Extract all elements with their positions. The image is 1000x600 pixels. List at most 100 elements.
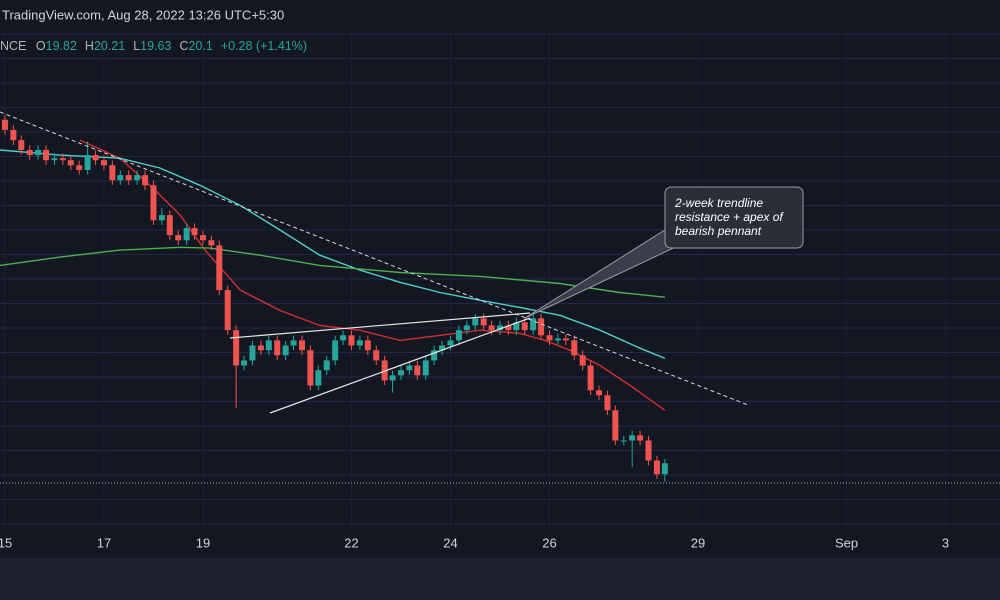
x-tick-label: Sep	[835, 535, 858, 550]
candle-body	[249, 345, 256, 361]
candle-body	[571, 340, 578, 356]
x-tick-label: 15	[0, 535, 12, 550]
x-tick-label: 3	[942, 535, 949, 550]
candle-body	[530, 318, 537, 331]
candle-body	[637, 435, 644, 441]
candle-body	[298, 340, 305, 351]
candle-body	[414, 365, 421, 376]
candle-body	[67, 160, 74, 166]
candle-body	[538, 318, 545, 336]
price-grid	[0, 30, 1000, 528]
candle-body	[224, 290, 231, 331]
downtrend-line	[0, 111, 749, 406]
candle-body	[431, 350, 438, 361]
legend-key: O	[36, 39, 46, 53]
candle-body	[406, 365, 413, 371]
candle-body	[142, 175, 149, 186]
candle-body	[208, 240, 215, 246]
candle-body	[282, 345, 289, 356]
candle-body	[521, 322, 528, 331]
candle-body	[554, 338, 561, 341]
moving-average	[0, 246, 665, 298]
candle-body	[1, 119, 8, 130]
candle-body	[92, 155, 99, 161]
pennant-lower	[269, 317, 531, 414]
candle-body	[51, 158, 58, 161]
candle-body	[645, 440, 652, 461]
candle-body	[505, 325, 512, 331]
x-tick-label: 26	[542, 535, 556, 550]
candle-body	[191, 228, 198, 236]
moving-average	[0, 149, 666, 360]
candle-body	[497, 325, 503, 331]
candle-body	[620, 440, 627, 442]
candle-body	[26, 149, 33, 156]
candle-body	[447, 340, 454, 346]
x-tick-label: 22	[344, 535, 358, 550]
candle-body	[100, 160, 107, 166]
candle-body	[18, 140, 25, 150]
candle-body	[463, 325, 470, 331]
x-axis: 15 17 19 22 24 26 29 Sep 3	[0, 535, 949, 550]
candle-body	[332, 340, 339, 361]
legend-value: 20.1	[188, 39, 212, 53]
candle-body	[183, 228, 190, 241]
annotation-text: 2-week trendline	[674, 196, 763, 210]
candle-body	[546, 335, 553, 341]
candle-body	[10, 129, 17, 141]
candle-body	[356, 340, 363, 346]
candle-body	[233, 330, 240, 366]
candle-body	[629, 435, 636, 441]
candle-body	[373, 350, 380, 361]
candle-body	[340, 335, 347, 341]
candle-body	[323, 360, 330, 371]
candle-body	[348, 335, 355, 346]
x-tick-label: 29	[691, 535, 705, 550]
pennant-upper	[229, 312, 531, 339]
annotation-text: bearish pennant	[675, 224, 762, 238]
legend-change: +0.28 (+1.41%)	[221, 39, 307, 53]
source-header: TradingView.com, Aug 28, 2022 13:26 UTC+…	[2, 7, 284, 22]
candle-body	[315, 370, 322, 386]
candle-body	[76, 165, 83, 170]
legend-value: 19.63	[140, 39, 171, 53]
candle-body	[241, 360, 248, 366]
annotation-box	[664, 186, 804, 249]
candle-body	[166, 215, 173, 236]
candles	[1, 115, 668, 482]
candle-body	[307, 350, 314, 386]
candle-body	[364, 340, 371, 351]
candle-body	[381, 360, 388, 381]
candle-body	[612, 410, 619, 441]
candle-body	[265, 340, 272, 351]
legend-key: C	[179, 39, 188, 53]
candle-body	[562, 338, 569, 341]
candle-body	[35, 149, 42, 156]
candle-body	[596, 390, 603, 396]
x-tick-label: 17	[97, 535, 111, 550]
annotation: 2-week trendline resistance + apex of be…	[524, 186, 804, 319]
candle-body	[134, 175, 141, 181]
candle-body	[587, 365, 594, 391]
candle-body	[216, 245, 223, 291]
symbol: NCE	[0, 39, 26, 53]
time-grid	[4, 30, 947, 528]
candle-body	[488, 325, 495, 331]
legend-key: H	[85, 39, 94, 53]
candle-body	[150, 185, 157, 221]
candle-body	[513, 322, 520, 331]
candle-body	[290, 340, 297, 346]
legend-value: 20.21	[94, 39, 125, 53]
candle-body	[109, 165, 116, 181]
annotation-text: resistance + apex of	[675, 210, 784, 224]
candle-body	[158, 215, 165, 221]
candle-body	[257, 345, 264, 351]
legend-value: 19.82	[46, 39, 77, 53]
candle-body	[125, 175, 132, 181]
candle-body	[84, 155, 91, 170]
x-tick-label: 19	[196, 535, 210, 550]
candle-body	[389, 375, 396, 381]
candle-body	[43, 149, 50, 161]
candle-body	[175, 235, 182, 241]
